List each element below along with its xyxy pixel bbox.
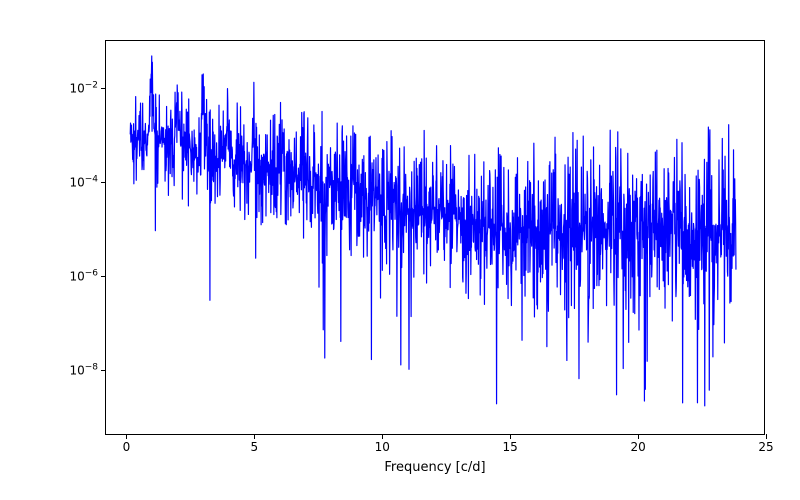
y-tick-label: 10−2 [69,81,98,96]
x-tick-mark [766,434,767,439]
x-tick-label: 20 [630,440,645,454]
y-tick-mark [101,276,106,277]
x-tick-mark [382,434,383,439]
x-tick-label: 0 [123,440,131,454]
figure: Frequency [c/d] LS amplitude (log scale)… [0,0,800,500]
x-tick-mark [254,434,255,439]
y-tick-label: 10−4 [69,175,98,190]
ls-amplitude-path [130,56,736,406]
y-tick-mark [101,88,106,89]
plot-area [106,41,764,434]
line-series [106,41,764,434]
y-tick-mark [101,370,106,371]
plot-axes: Frequency [c/d] LS amplitude (log scale)… [105,40,765,435]
x-tick-label: 15 [503,440,518,454]
x-tick-mark [510,434,511,439]
y-tick-label: 10−6 [69,269,98,284]
y-tick-label: 10−8 [69,363,98,378]
y-tick-mark [101,182,106,183]
x-tick-label: 25 [758,440,773,454]
x-tick-mark [638,434,639,439]
x-tick-mark [126,434,127,439]
x-tick-label: 5 [251,440,259,454]
x-tick-label: 10 [375,440,390,454]
x-axis-label: Frequency [c/d] [384,460,485,475]
